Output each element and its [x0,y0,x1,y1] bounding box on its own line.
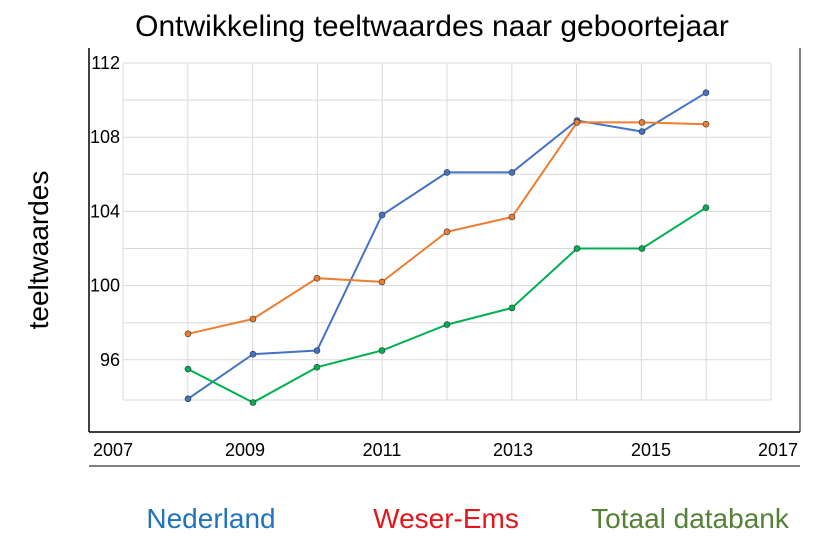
x-tick-label: 2009 [225,440,265,460]
data-point [249,399,257,406]
legend-entry: Nederland [146,503,275,534]
data-point [638,128,646,135]
data-point [443,169,451,176]
x-tick-label: 2015 [631,440,671,460]
y-axis-label: teeltwaardes [23,171,54,330]
legend-entry: Weser-Ems [373,503,519,534]
data-point [313,274,321,282]
chart-title: Ontwikkeling teeltwaardes naar geboortej… [135,10,729,43]
data-point [378,347,386,354]
y-tick-label: 96 [100,350,120,370]
y-tick-label: 104 [90,201,120,221]
y-tick-label: 112 [91,53,120,73]
data-point [313,363,321,371]
series-lines [184,89,710,406]
x-tick-label: 2011 [363,440,402,460]
data-point [184,365,192,373]
x-tick-label: 2007 [93,440,133,460]
tick-labels: 96 100 104 108 112 2007 2009 2011 2013 2015 2017 [90,53,798,460]
x-tick-label: 2013 [493,440,533,460]
data-point [508,169,516,176]
data-point [702,204,710,211]
data-point [573,245,581,252]
data-point [443,228,451,236]
data-point [313,347,321,354]
data-point [443,321,451,328]
axes [88,48,801,467]
data-point [702,89,710,96]
data-point [702,120,710,128]
data-point [508,304,516,312]
data-point [249,350,257,358]
legend-entry: Totaal databank [591,503,790,534]
data-point [508,213,516,221]
legend: Nederland Weser-Ems Totaal databank [146,503,789,534]
data-point [378,211,386,219]
data-point [638,245,646,252]
y-tick-label: 108 [90,127,120,147]
data-point [249,315,257,323]
data-point [638,119,646,126]
y-tick-label: 100 [90,276,120,296]
x-tick-label: 2017 [758,440,798,460]
data-point [184,330,192,338]
data-point [184,395,192,403]
data-point [573,119,581,126]
data-point [378,278,386,286]
